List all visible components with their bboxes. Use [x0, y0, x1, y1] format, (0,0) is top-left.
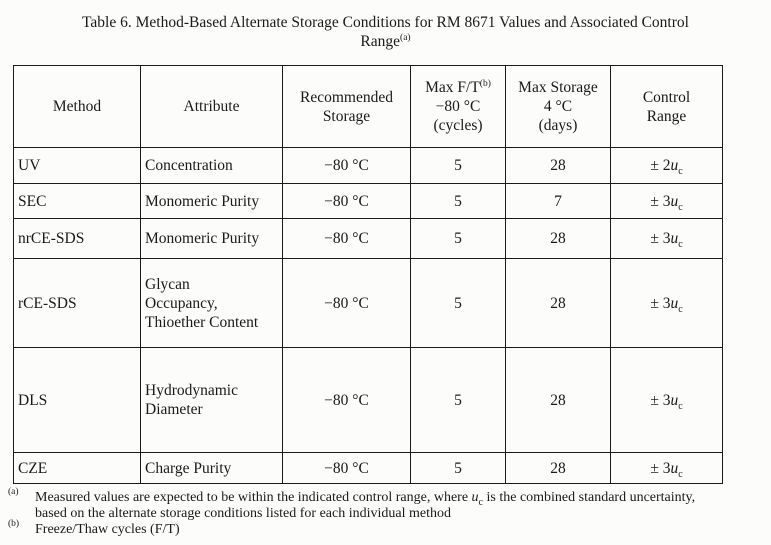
col-header-max-storage: Max Storage 4 °C (days) — [505, 65, 611, 148]
cell-method: UV — [13, 147, 141, 184]
cell-max-storage-days: 28 — [505, 147, 611, 184]
header-row: Method Attribute Recommended Storage Max… — [13, 65, 723, 148]
footnote-ref-a: (a) — [400, 32, 411, 43]
table-title-line1: Table 6. Method-Based Alternate Storage … — [82, 14, 689, 31]
uc-symbol: u — [670, 157, 679, 174]
cell-method: CZE — [13, 452, 141, 484]
cell-max-ft-cycles: 5 — [410, 347, 506, 453]
cell-attribute: Concentration — [140, 147, 283, 184]
footnote-b-text: Freeze/Thaw cycles (F/T) — [35, 522, 180, 537]
uc-symbol: u — [670, 294, 679, 312]
cell-method: DLS — [13, 347, 141, 453]
uc-symbol: u — [670, 459, 679, 477]
cell-method: rCE-SDS — [13, 258, 141, 348]
table-row-sec: SEC Monomeric Purity −80 °C 5 7 ± 3uc — [13, 183, 723, 219]
col-header-recommended-storage: Recommended Storage — [282, 65, 411, 148]
footnote-a-marker: (a) — [8, 487, 19, 497]
cell-recommended-storage: −80 °C — [282, 183, 411, 219]
cell-control-range: ± 3uc — [610, 258, 723, 348]
storage-conditions-table: Method Attribute Recommended Storage Max… — [13, 65, 723, 484]
cell-control-range: ± 2uc — [610, 147, 723, 184]
cell-attribute: Charge Purity — [140, 452, 283, 484]
cell-recommended-storage: −80 °C — [282, 258, 411, 348]
cell-max-ft-cycles: 5 — [410, 183, 506, 219]
uc-symbol: u — [670, 192, 679, 210]
footnote-a-text: Measured values are expected to be withi… — [35, 490, 696, 521]
cell-max-storage-days: 28 — [505, 452, 611, 484]
col-header-control-range: Control Range — [610, 65, 723, 148]
table-row-uv: UV Concentration −80 °C 5 28 ± 2uc — [13, 147, 723, 184]
cell-recommended-storage: −80 °C — [282, 218, 411, 259]
col-header-max-ft: Max F/T(b) −80 °C (cycles) — [410, 65, 506, 148]
table-row-nrce-sds: nrCE-SDS Monomeric Purity −80 °C 5 28 ± … — [13, 218, 723, 259]
cell-control-range: ± 3uc — [610, 452, 723, 484]
cell-attribute: Monomeric Purity — [140, 183, 283, 219]
table-title: Table 6. Method-Based Alternate Storage … — [0, 0, 771, 51]
footnotes: (a) Measured values are expected to be w… — [8, 487, 765, 538]
cell-max-ft-cycles: 5 — [410, 258, 506, 348]
cell-attribute: Hydrodynamic Diameter — [140, 347, 283, 453]
cell-max-ft-cycles: 5 — [410, 218, 506, 259]
uc-symbol: u — [471, 490, 479, 505]
cell-control-range: ± 3uc — [610, 347, 723, 453]
table-row-cze: CZE Charge Purity −80 °C 5 28 ± 3uc — [13, 452, 723, 484]
footnote-ref-b: (b) — [479, 78, 491, 89]
table-row-dls: DLS Hydrodynamic Diameter −80 °C 5 28 ± … — [13, 347, 723, 453]
cell-recommended-storage: −80 °C — [282, 147, 411, 184]
cell-recommended-storage: −80 °C — [282, 347, 411, 453]
table-row-rce-sds: rCE-SDS Glycan Occupancy, Thioether Cont… — [13, 258, 723, 348]
cell-method: nrCE-SDS — [13, 218, 141, 259]
col-header-attribute: Attribute — [140, 65, 283, 148]
cell-max-storage-days: 28 — [505, 347, 611, 453]
cell-max-storage-days: 28 — [505, 218, 611, 259]
cell-method: SEC — [13, 183, 141, 219]
uc-symbol: u — [670, 230, 679, 247]
cell-max-ft-cycles: 5 — [410, 452, 506, 484]
cell-recommended-storage: −80 °C — [282, 452, 411, 484]
cell-attribute: Glycan Occupancy, Thioether Content — [140, 258, 283, 348]
uc-symbol: u — [670, 391, 679, 409]
cell-control-range: ± 3uc — [610, 218, 723, 259]
cell-attribute: Monomeric Purity — [140, 218, 283, 259]
cell-control-range: ± 3uc — [610, 183, 723, 219]
table-title-line2: Range — [360, 33, 401, 50]
cell-max-storage-days: 28 — [505, 258, 611, 348]
footnote-a: (a) Measured values are expected to be w… — [8, 487, 765, 522]
cell-max-ft-cycles: 5 — [410, 147, 506, 184]
col-header-method: Method — [13, 65, 141, 148]
footnote-b-marker: (b) — [8, 519, 20, 529]
col-header-attribute-label: Attribute — [183, 98, 240, 115]
footnote-b: (b) Freeze/Thaw cycles (F/T) — [8, 519, 765, 538]
col-header-method-label: Method — [52, 98, 102, 115]
cell-max-storage-days: 7 — [505, 183, 611, 219]
